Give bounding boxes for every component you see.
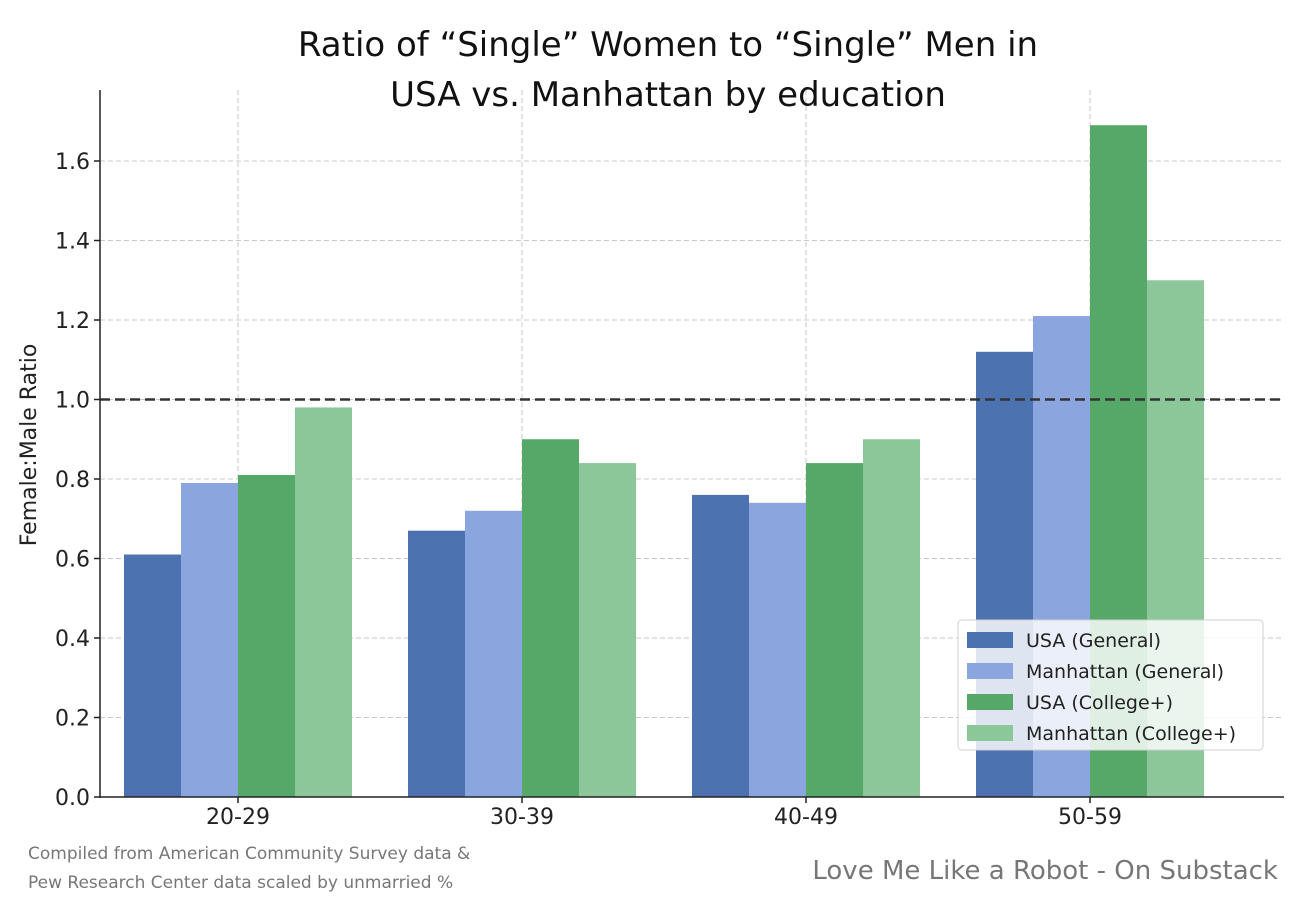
y-tick-label: 0.2 <box>55 707 90 732</box>
y-tick-label: 1.4 <box>55 230 90 255</box>
chart-title: Ratio of “Single” Women to “Single” Men … <box>298 25 1038 115</box>
source-note-line-1: Compiled from American Community Survey … <box>28 844 471 864</box>
x-tick-label: 20-29 <box>206 805 270 830</box>
y-tick-label: 0.0 <box>55 786 90 811</box>
y-tick-label: 0.6 <box>55 548 90 573</box>
source-note-line-2: Pew Research Center data scaled by unmar… <box>28 873 454 893</box>
y-tick-labels: 0.0 0.2 0.4 0.6 0.8 1.0 1.2 1.4 1.6 <box>55 150 100 811</box>
legend-swatch <box>967 632 1013 648</box>
bar-30-39-3 <box>579 463 636 797</box>
chart-title-line-1: Ratio of “Single” Women to “Single” Men … <box>298 25 1038 65</box>
legend: USA (General) Manhattan (General) USA (Col… <box>957 619 1264 751</box>
legend-swatch <box>967 725 1013 741</box>
legend-label: USA (General) <box>1026 630 1161 652</box>
bar-20-29-0 <box>124 554 181 797</box>
bar-30-39-0 <box>408 530 465 797</box>
legend-box <box>957 619 1264 751</box>
bar-30-39-1 <box>465 510 522 797</box>
legend-label: USA (College+) <box>1026 692 1173 714</box>
y-tick-label: 1.2 <box>55 309 90 334</box>
x-tick-label: 30-39 <box>490 805 554 830</box>
x-tick-label: 50-59 <box>1058 805 1122 830</box>
bar-40-49-3 <box>863 439 920 797</box>
chart-title-line-2: USA vs. Manhattan by education <box>390 75 946 115</box>
bar-30-39-2 <box>522 439 579 797</box>
x-tick-labels: 20-29 30-39 40-49 50-59 <box>206 797 1122 830</box>
legend-label: Manhattan (College+) <box>1026 723 1236 745</box>
y-axis-label: Female:Male Ratio <box>17 344 42 547</box>
legend-swatch <box>967 694 1013 710</box>
bar-20-29-1 <box>181 482 238 797</box>
bar-40-49-2 <box>806 463 863 797</box>
y-tick-label: 0.8 <box>55 468 90 493</box>
bar-40-49-1 <box>749 502 806 797</box>
credit-text: Love Me Like a Robot - On Substack <box>812 856 1278 886</box>
legend-swatch <box>967 663 1013 679</box>
bar-20-29-2 <box>238 475 295 797</box>
bar-20-29-3 <box>295 407 352 797</box>
x-tick-label: 40-49 <box>774 805 838 830</box>
axes <box>99 90 1284 798</box>
y-tick-label: 1.0 <box>55 389 90 414</box>
source-note: Compiled from American Community Survey … <box>28 840 470 898</box>
y-tick-label: 1.6 <box>55 150 90 175</box>
legend-label: Manhattan (General) <box>1026 661 1224 683</box>
y-tick-label: 0.4 <box>55 627 90 652</box>
bar-40-49-0 <box>692 494 749 797</box>
